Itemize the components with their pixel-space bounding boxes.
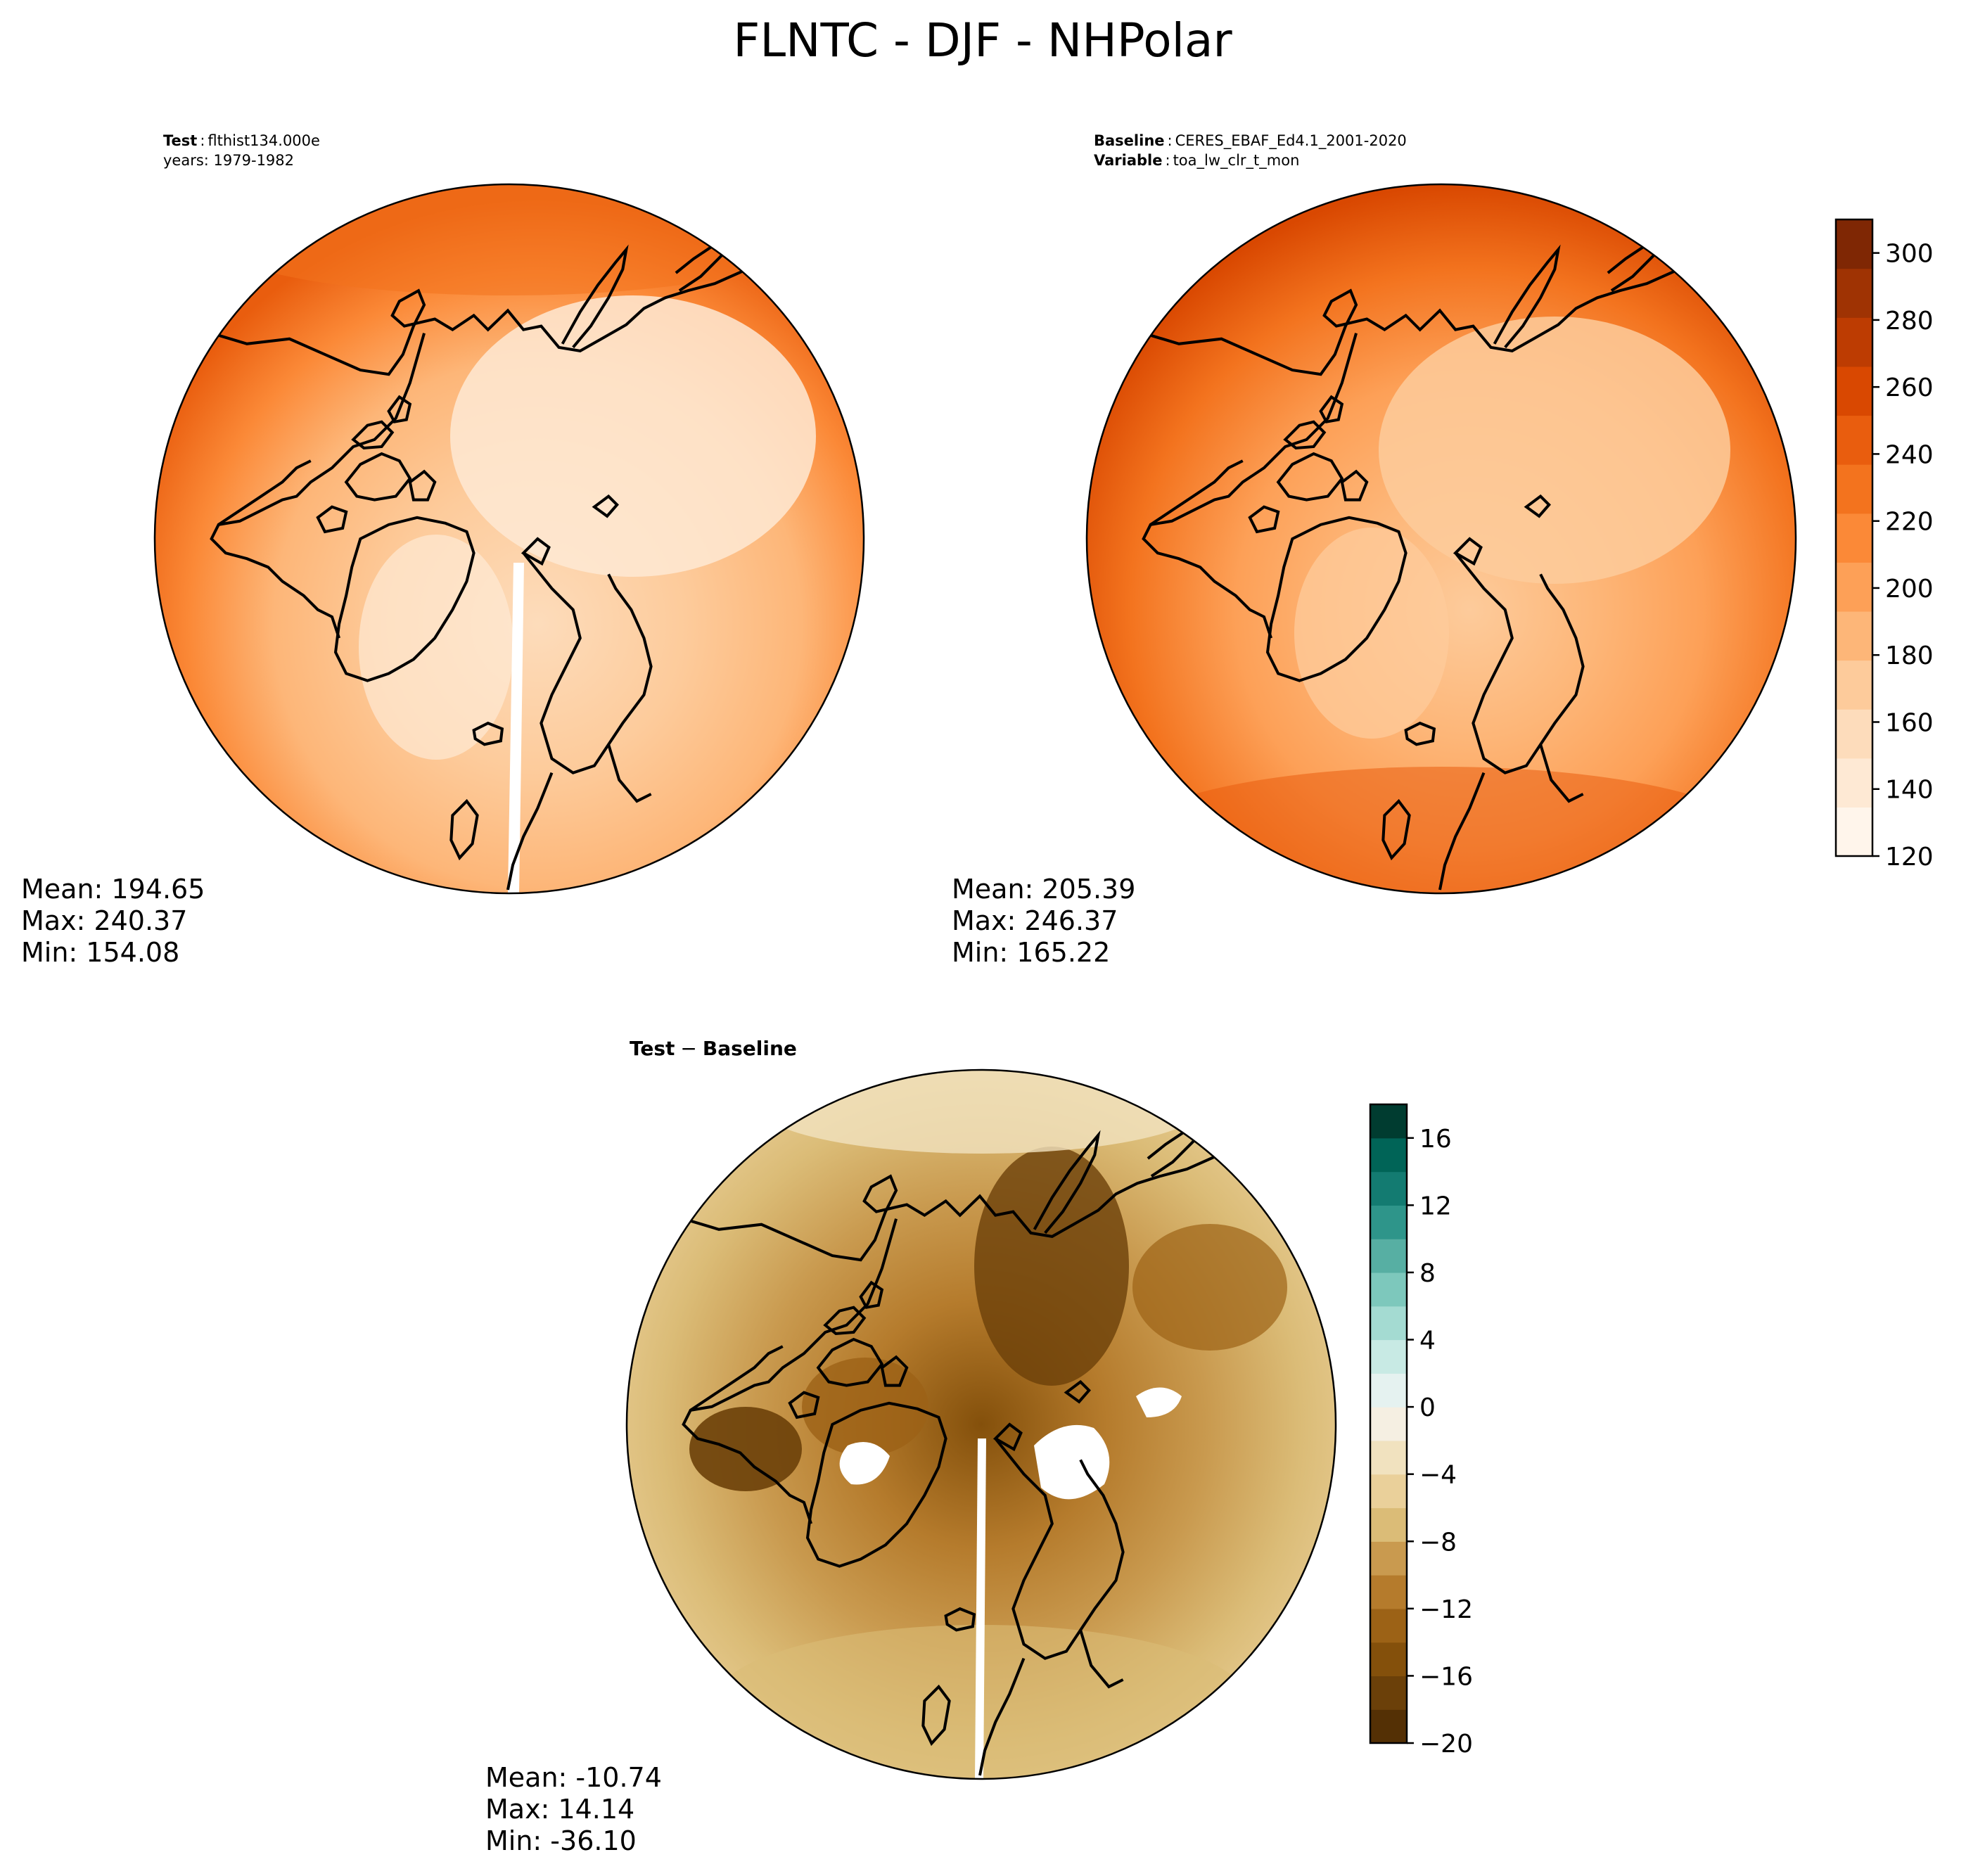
colorbar-diff: 16 12 8 4 0 −4 −8 −12 −16 −20 — [1369, 1103, 1473, 1759]
colorbar-diff-segment — [1370, 1608, 1407, 1643]
panel-difference: Test − Baseline Mean: -10.74 Max: 14.14 Mi… — [485, 1037, 1337, 1856]
colorbar-main-segment — [1836, 807, 1872, 857]
baseline-variable: Variable: toa_lw_clr_t_mon — [1094, 152, 1299, 170]
colorbar-main-tick-label: 240 — [1885, 440, 1934, 469]
diff-label: Test − Baseline — [630, 1037, 797, 1060]
diff-map — [627, 1070, 1336, 1779]
test-max: Max: 240.37 — [21, 905, 187, 936]
baseline-map — [1087, 184, 1796, 893]
colorbar-diff-segment — [1370, 1104, 1407, 1139]
colorbar-main: 120 140 160 180 200 220 240 260 280 300 — [1834, 218, 1934, 872]
colorbar-diff-segment — [1370, 1642, 1407, 1677]
colorbar-diff-tick-label: −16 — [1419, 1662, 1473, 1691]
colorbar-main-tick-label: 220 — [1885, 508, 1934, 537]
colorbar-main-segment — [1836, 513, 1872, 563]
figure-title: FLNTC - DJF - NHPolar — [733, 13, 1232, 68]
colorbar-diff-tick-label: 0 — [1419, 1393, 1436, 1422]
colorbar-main-segment — [1836, 562, 1872, 612]
colorbar-main-segment — [1836, 758, 1872, 808]
diff-mean: Mean: -10.74 — [485, 1762, 662, 1793]
colorbar-diff-segment — [1370, 1373, 1407, 1408]
colorbar-main-tick-label: 260 — [1885, 374, 1934, 402]
colorbar-main-tick-label: 160 — [1885, 708, 1934, 737]
panel-baseline: Baseline: CERES_EBAF_Ed4.1_2001-2020 Vari… — [952, 132, 1797, 968]
colorbar-diff-segment — [1370, 1205, 1407, 1239]
test-mean: Mean: 194.65 — [21, 874, 205, 905]
baseline-map-border — [1085, 183, 1797, 895]
colorbar-main-segment — [1836, 464, 1872, 514]
diff-max: Max: 14.14 — [485, 1794, 634, 1825]
colorbar-diff-segment — [1370, 1272, 1407, 1307]
colorbar-diff-segment — [1370, 1709, 1407, 1744]
colorbar-main-tick-label: 300 — [1885, 240, 1934, 269]
baseline-mean: Mean: 205.39 — [952, 874, 1135, 905]
colorbar-main-frame — [1834, 218, 1874, 857]
colorbar-main-segment — [1836, 268, 1872, 318]
colorbar-diff-tick-label: −4 — [1419, 1461, 1457, 1490]
colorbar-diff-frame — [1369, 1103, 1408, 1744]
colorbar-diff-tick-label: 16 — [1419, 1125, 1452, 1154]
colorbar-main-segment — [1836, 415, 1872, 465]
colorbar-main-tick-label: 140 — [1885, 776, 1934, 805]
colorbar-diff-segment — [1370, 1541, 1407, 1576]
colorbar-diff-segment — [1370, 1407, 1407, 1441]
colorbar-diff-tick-label: −8 — [1419, 1528, 1457, 1557]
colorbar-main-tick-label: 280 — [1885, 307, 1934, 336]
colorbar-diff-segment — [1370, 1339, 1407, 1374]
diff-map-border — [625, 1068, 1337, 1780]
diff-min: Min: -36.10 — [485, 1825, 637, 1856]
colorbar-diff-segment — [1370, 1575, 1407, 1609]
baseline-max: Max: 246.37 — [952, 905, 1118, 936]
colorbar-diff-segment — [1370, 1239, 1407, 1273]
colorbar-main-segment — [1836, 660, 1872, 710]
colorbar-diff-segment — [1370, 1474, 1407, 1509]
colorbar-main-tick-label: 180 — [1885, 642, 1934, 670]
colorbar-diff-segment — [1370, 1306, 1407, 1341]
colorbar-main-segment — [1836, 366, 1872, 416]
colorbar-diff-segment — [1370, 1137, 1407, 1173]
baseline-min: Min: 165.22 — [952, 937, 1110, 968]
test-min: Min: 154.08 — [21, 937, 179, 968]
colorbar-main-tick-label: 200 — [1885, 575, 1934, 604]
colorbar-main-segment — [1836, 219, 1872, 269]
colorbar-main-segment — [1836, 611, 1872, 661]
colorbar-diff-tick-label: 12 — [1419, 1192, 1452, 1220]
colorbar-main-segment — [1836, 317, 1872, 367]
test-years: years: 1979-1982 — [163, 152, 294, 169]
colorbar-diff-tick-label: −12 — [1419, 1595, 1473, 1624]
colorbar-diff-segment — [1370, 1676, 1407, 1710]
test-map — [155, 184, 864, 893]
colorbar-diff-tick-label: 8 — [1419, 1259, 1436, 1288]
test-label: Test: flthist134.000e — [163, 132, 320, 149]
panel-test: Test: flthist134.000e years: 1979-1982 Me… — [21, 132, 865, 968]
colorbar-diff-segment — [1370, 1171, 1407, 1206]
colorbar-main-tick-label: 120 — [1885, 843, 1934, 872]
colorbar-diff-segment — [1370, 1440, 1407, 1475]
baseline-label: Baseline: CERES_EBAF_Ed4.1_2001-2020 — [1094, 132, 1407, 150]
colorbar-main-segment — [1836, 709, 1872, 759]
test-map-border — [153, 183, 865, 895]
colorbar-diff-tick-label: 4 — [1419, 1327, 1436, 1355]
colorbar-diff-tick-label: −20 — [1419, 1730, 1473, 1759]
colorbar-diff-segment — [1370, 1507, 1407, 1542]
